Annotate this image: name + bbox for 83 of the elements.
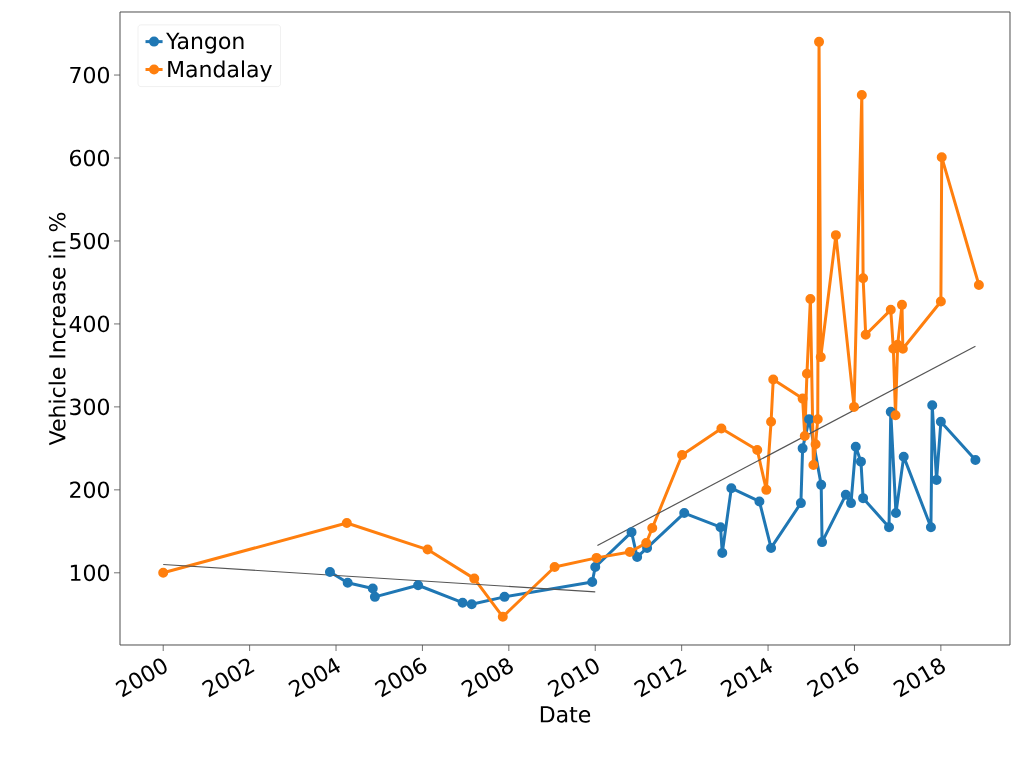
y-axis-title: Vehicle Increase in % — [48, 212, 66, 446]
point — [935, 416, 946, 427]
point — [890, 410, 901, 421]
point — [587, 576, 598, 587]
point — [799, 430, 810, 441]
point — [858, 493, 869, 504]
point — [768, 374, 779, 385]
point — [970, 454, 981, 465]
point — [413, 580, 424, 591]
point — [715, 522, 726, 533]
point — [856, 89, 867, 100]
point — [590, 562, 601, 572]
point — [717, 547, 728, 558]
point — [846, 498, 857, 509]
point — [898, 451, 909, 462]
point — [804, 414, 815, 425]
point — [341, 518, 352, 529]
point — [858, 273, 869, 284]
y-tick-label: 700 — [70, 66, 110, 84]
point — [369, 591, 380, 602]
point — [716, 423, 727, 434]
point — [936, 152, 947, 163]
point — [324, 566, 335, 577]
y-tick-label: 500 — [70, 232, 110, 250]
point — [624, 547, 635, 558]
y-tick-label: 600 — [70, 149, 110, 167]
point — [816, 479, 827, 490]
y-tick-label: 100 — [70, 564, 110, 582]
point — [855, 456, 866, 467]
y-tick-label: 200 — [70, 481, 110, 499]
point — [766, 542, 777, 553]
point — [808, 459, 819, 470]
point — [499, 591, 510, 602]
point — [797, 393, 808, 404]
point — [754, 496, 765, 507]
point — [797, 443, 808, 454]
point — [801, 368, 812, 379]
point — [814, 36, 825, 47]
point — [840, 489, 851, 500]
point — [497, 611, 508, 622]
point — [726, 483, 737, 494]
point — [805, 294, 816, 305]
point — [850, 441, 861, 452]
point — [925, 522, 936, 533]
point — [860, 329, 871, 340]
x-axis-title: Date — [540, 706, 591, 723]
point — [815, 352, 826, 363]
point — [890, 508, 901, 519]
legend-label: Mandalay — [168, 60, 272, 82]
point — [761, 484, 772, 495]
point — [549, 562, 560, 572]
point — [884, 522, 895, 533]
point — [367, 583, 378, 594]
point — [632, 552, 643, 563]
y-tick-label: 400 — [69, 315, 110, 333]
point — [830, 230, 841, 241]
point — [817, 537, 828, 548]
point — [158, 567, 169, 578]
point — [810, 439, 821, 450]
point — [766, 416, 777, 427]
point — [342, 577, 353, 588]
point — [812, 414, 823, 425]
legend-label: Yangon — [166, 32, 244, 54]
point — [422, 544, 433, 555]
point — [641, 537, 652, 548]
point — [931, 474, 942, 485]
point — [626, 527, 637, 538]
point — [885, 304, 896, 315]
point — [457, 597, 468, 608]
point — [849, 401, 860, 412]
point — [677, 450, 688, 460]
point — [927, 400, 938, 411]
point — [679, 508, 690, 519]
point — [935, 296, 946, 307]
point — [647, 523, 658, 534]
point — [469, 573, 480, 584]
point — [973, 279, 984, 290]
point — [591, 552, 602, 563]
point — [466, 599, 477, 610]
point — [896, 299, 907, 310]
point — [795, 498, 806, 509]
y-tick-label: 300 — [70, 398, 110, 416]
point — [752, 445, 763, 456]
